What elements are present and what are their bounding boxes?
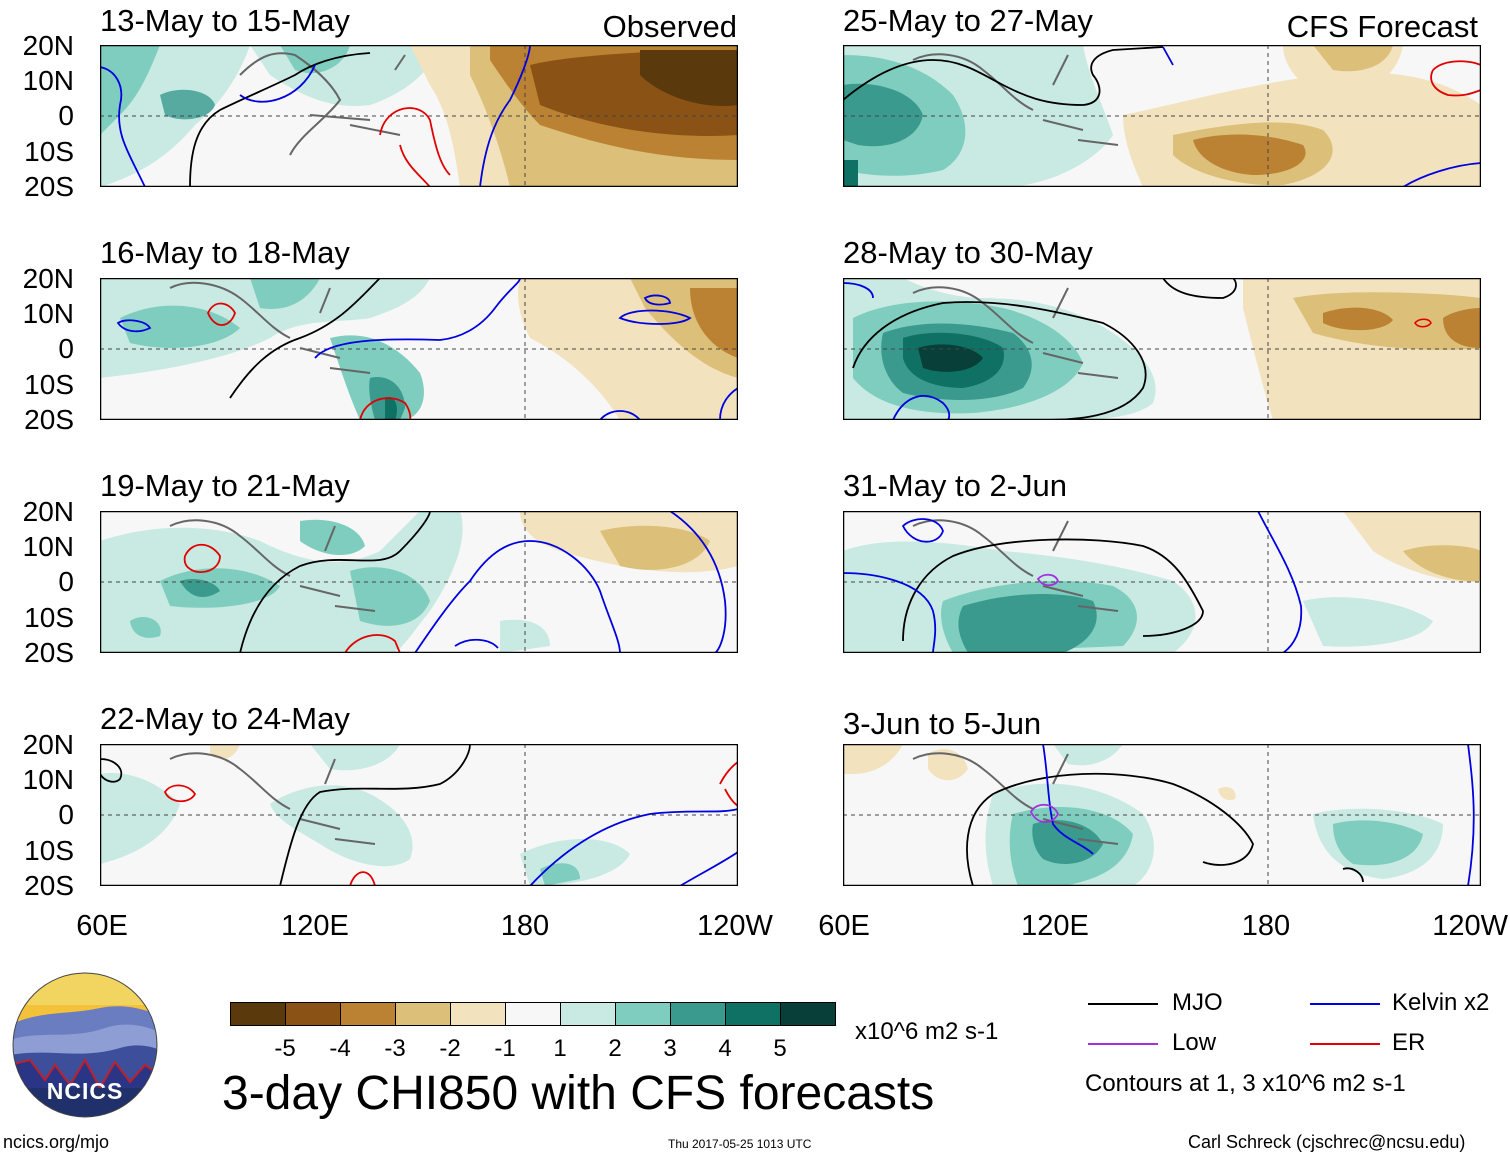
footer-url[interactable]: ncics.org/mjo xyxy=(3,1132,110,1152)
colorbar-swatch xyxy=(395,1002,451,1026)
lat-10s: 10S xyxy=(24,602,74,633)
colorbar-tick-label: -3 xyxy=(384,1035,406,1062)
lat-20s: 20S xyxy=(24,870,74,901)
panel-right-1-tag: CFS Forecast xyxy=(1286,9,1478,44)
lat-20s: 20S xyxy=(24,637,74,668)
colorbar-swatch xyxy=(340,1002,396,1026)
colorbar-swatch xyxy=(615,1002,671,1026)
lat-10n: 10N xyxy=(22,65,74,96)
panel-left-4-title: 22-May to 24-May xyxy=(100,701,350,736)
lon-180: 180 xyxy=(500,910,550,942)
lat-20n: 20N xyxy=(22,729,74,760)
lat-20n: 20N xyxy=(22,30,74,61)
colorbar-swatch xyxy=(780,1002,836,1026)
colorbar-tick-label: -1 xyxy=(494,1035,516,1062)
map-panel-right-4 xyxy=(843,744,1481,886)
footer-timestamp: Thu 2017-05-25 1013 UTC xyxy=(668,1137,812,1151)
colorbar-swatch xyxy=(560,1002,616,1026)
colorbar-swatch xyxy=(450,1002,506,1026)
colorbar-tick-label: 1 xyxy=(553,1035,567,1062)
colorbar-swatch xyxy=(725,1002,781,1026)
legend-label-low: Low xyxy=(1172,1029,1217,1056)
ncics-logo[interactable]: NCICS xyxy=(10,970,160,1120)
map-panel-left-3 xyxy=(100,511,738,653)
panel-right-2-title: 28-May to 30-May xyxy=(843,235,1093,270)
lat-0: 0 xyxy=(58,566,74,597)
map-panel-right-2 xyxy=(843,278,1481,420)
map-panel-left-2 xyxy=(100,278,738,420)
lat-20s: 20S xyxy=(24,404,74,435)
colorbar-swatch xyxy=(230,1002,286,1026)
lon-120w: 120W xyxy=(697,910,773,942)
lat-20n: 20N xyxy=(22,263,74,294)
map-panel-left-4 xyxy=(100,744,738,886)
colorbar-swatch xyxy=(505,1002,561,1026)
colorbar-swatch xyxy=(670,1002,726,1026)
colorbar-tick-label: 2 xyxy=(608,1035,622,1062)
colorbar-swatch xyxy=(285,1002,341,1026)
panel-right-4-title: 3-Jun to 5-Jun xyxy=(843,706,1042,741)
lon-60e: 60E xyxy=(818,910,870,942)
lon-120e: 120E xyxy=(1021,910,1089,942)
colorbar-tick-label: -5 xyxy=(274,1035,296,1062)
contours-note: Contours at 1, 3 x10^6 m2 s-1 xyxy=(1085,1070,1406,1097)
lat-10s: 10S xyxy=(24,835,74,866)
lat-0: 0 xyxy=(58,100,74,131)
panel-right-1-title: 25-May to 27-May xyxy=(843,3,1093,38)
panel-left-1-title: 13-May to 15-May xyxy=(100,3,350,38)
colorbar-tick-label: -2 xyxy=(439,1035,461,1062)
lat-20n: 20N xyxy=(22,496,74,527)
colorbar-tick-label: -4 xyxy=(329,1035,351,1062)
lat-10n: 10N xyxy=(22,764,74,795)
footer-author: Carl Schreck (cjschrec@ncsu.edu) xyxy=(1188,1132,1466,1152)
legend-label-er: ER xyxy=(1392,1029,1426,1056)
map-panel-right-3 xyxy=(843,511,1481,653)
lat-0: 0 xyxy=(58,333,74,364)
lon-120w: 120W xyxy=(1432,910,1508,942)
colorbar-units: x10^6 m2 s-1 xyxy=(855,1018,999,1045)
legend-line-kelvin xyxy=(1310,1003,1380,1005)
panel-left-1-tag: Observed xyxy=(602,9,737,44)
lon-60e: 60E xyxy=(76,910,128,942)
panel-right-3-title: 31-May to 2-Jun xyxy=(843,468,1067,503)
lat-10s: 10S xyxy=(24,136,74,167)
lat-20s: 20S xyxy=(24,171,74,202)
legend-label-kelvin: Kelvin x2 xyxy=(1392,989,1490,1016)
legend-line-mjo xyxy=(1088,1003,1158,1005)
lon-120e: 120E xyxy=(281,910,349,942)
map-panel-right-1 xyxy=(843,45,1481,187)
colorbar-tick-label: 4 xyxy=(718,1035,732,1062)
lat-0: 0 xyxy=(58,799,74,830)
logo-text: NCICS xyxy=(46,1078,124,1104)
colorbar-tick-label: 5 xyxy=(773,1035,787,1062)
map-panel-left-1 xyxy=(100,45,738,187)
panel-left-2-title: 16-May to 18-May xyxy=(100,235,350,270)
legend-line-low xyxy=(1088,1043,1158,1045)
legend-label-mjo: MJO xyxy=(1172,989,1223,1016)
lat-10n: 10N xyxy=(22,298,74,329)
legend-line-er xyxy=(1310,1043,1380,1045)
lat-10s: 10S xyxy=(24,369,74,400)
colorbar-tick-label: 3 xyxy=(663,1035,677,1062)
lon-180: 180 xyxy=(1241,910,1291,942)
panel-left-3-title: 19-May to 21-May xyxy=(100,468,350,503)
lat-10n: 10N xyxy=(22,531,74,562)
main-title: 3-day CHI850 with CFS forecasts xyxy=(222,1067,935,1120)
